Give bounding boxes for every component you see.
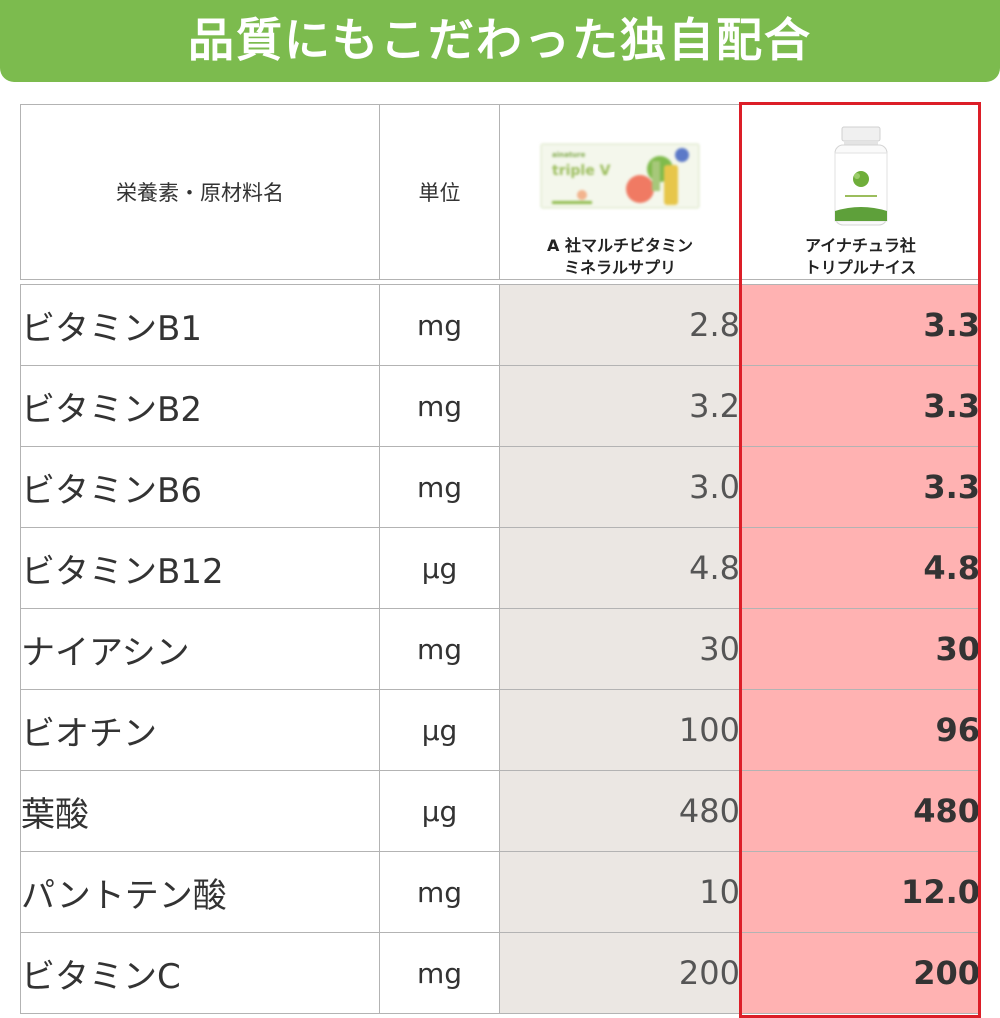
product-b-value: 96	[740, 689, 981, 771]
product-a-value: 4.8	[499, 527, 741, 609]
nutrient-name: ビオチン	[20, 689, 380, 771]
table-row: ビタミンC mg 200 200	[20, 932, 981, 1014]
header-product-a: ainature triple V A 社マルチビタミン ミネラルサプリ	[499, 104, 741, 280]
product-a-value: 2.8	[499, 284, 741, 366]
nutrient-name: ビタミンB1	[20, 284, 380, 366]
unit-cell: mg	[379, 365, 500, 447]
product-b-value: 3.3	[740, 365, 981, 447]
table-row: ビタミンB6 mg 3.0 3.3	[20, 446, 981, 528]
table-row: ビオチン μg 100 96	[20, 689, 981, 771]
banner-title: 品質にもこだわった独自配合	[188, 13, 812, 67]
unit-cell: mg	[379, 284, 500, 366]
product-b-value: 12.0	[740, 851, 981, 933]
header-nutrient: 栄養素・原材料名	[20, 104, 380, 280]
product-a-value: 100	[499, 689, 741, 771]
unit-cell: mg	[379, 446, 500, 528]
unit-cell: mg	[379, 608, 500, 690]
product-b-value: 30	[740, 608, 981, 690]
product-a-value: 480	[499, 770, 741, 852]
title-banner: 品質にもこだわった独自配合	[0, 0, 1000, 82]
unit-cell: mg	[379, 851, 500, 933]
nutrient-name: 葉酸	[20, 770, 380, 852]
svg-text:ainature: ainature	[552, 151, 586, 159]
table-row: ビタミンB1 mg 2.8 3.3	[20, 284, 981, 366]
svg-text:triple V: triple V	[552, 163, 611, 179]
header-unit: 単位	[379, 104, 500, 280]
nutrient-name: ビタミンB2	[20, 365, 380, 447]
product-b-name-line1: アイナチュラ社	[805, 236, 916, 255]
nutrient-name: ビタミンC	[20, 932, 380, 1014]
product-a-package-image: ainature triple V	[501, 121, 740, 231]
nutrient-name: パントテン酸	[20, 851, 380, 933]
product-a-value: 10	[499, 851, 741, 933]
product-a-value: 3.0	[499, 446, 741, 528]
product-a-value: 200	[499, 932, 741, 1014]
table-row: パントテン酸 mg 10 12.0	[20, 851, 981, 933]
unit-cell: μg	[379, 770, 500, 852]
nutrient-name: ビタミンB6	[20, 446, 380, 528]
product-b-value: 4.8	[740, 527, 981, 609]
product-a-name-line1: A 社マルチビタミン	[547, 236, 693, 255]
nutrient-name: ビタミンB12	[20, 527, 380, 609]
table-row: ビタミンB12 μg 4.8 4.8	[20, 527, 981, 609]
product-b-bottle-image	[742, 121, 980, 231]
unit-cell: μg	[379, 527, 500, 609]
table-row: 葉酸 μg 480 480	[20, 770, 981, 852]
product-a-name-line2: ミネラルサプリ	[563, 258, 676, 277]
product-a-value: 30	[499, 608, 741, 690]
product-b-value: 480	[740, 770, 981, 852]
comparison-table: 栄養素・原材料名 単位 ainature triple V	[20, 104, 981, 1014]
table-row: ビタミンB2 mg 3.2 3.3	[20, 365, 981, 447]
unit-cell: μg	[379, 689, 500, 771]
product-b-name-line2: トリプルナイス	[804, 258, 917, 277]
unit-cell: mg	[379, 932, 500, 1014]
header-row: 栄養素・原材料名 単位 ainature triple V	[20, 104, 981, 280]
header-product-b: アイナチュラ社 トリプルナイス	[740, 104, 981, 280]
product-b-value: 3.3	[740, 446, 981, 528]
product-a-value: 3.2	[499, 365, 741, 447]
table-row: ナイアシン mg 30 30	[20, 608, 981, 690]
product-b-value: 3.3	[740, 284, 981, 366]
nutrient-name: ナイアシン	[20, 608, 380, 690]
product-b-value: 200	[740, 932, 981, 1014]
